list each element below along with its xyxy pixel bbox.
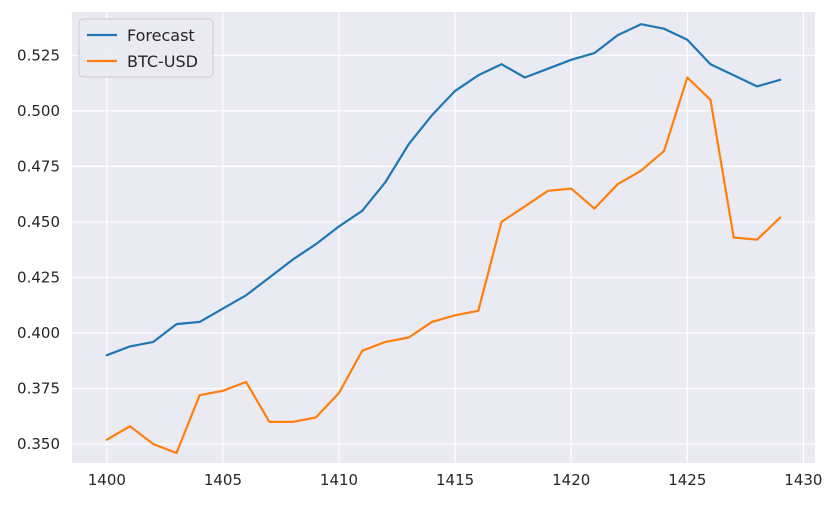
legend-label: BTC-USD — [127, 52, 198, 71]
y-tick-label: 0.375 — [17, 380, 60, 398]
plot-area — [72, 12, 815, 463]
y-axis: 0.350 0.375 0.400 0.425 0.450 0.475 0.500 0.525 — [17, 46, 60, 453]
x-tick-label: 1405 — [204, 471, 242, 489]
x-tick-label: 1430 — [784, 471, 822, 489]
y-tick-label: 0.425 — [17, 268, 60, 286]
series-line-forecast — [105, 23, 782, 357]
x-tick-label: 1410 — [320, 471, 358, 489]
y-tick-label: 0.450 — [17, 213, 60, 231]
legend: Forecast BTC-USD — [78, 18, 214, 78]
legend-box — [78, 18, 214, 78]
y-tick-label: 0.500 — [17, 102, 60, 120]
y-tick-label: 0.350 — [17, 435, 60, 453]
series-layer — [105, 23, 782, 455]
x-tick-label: 1400 — [88, 471, 126, 489]
grid-lines — [72, 12, 815, 463]
x-axis: 1400 1405 1410 1415 1420 1425 1430 — [88, 471, 823, 489]
y-tick-label: 0.400 — [17, 324, 60, 342]
y-tick-label: 0.525 — [17, 46, 60, 64]
series-line-btc-usd — [105, 76, 782, 455]
x-tick-label: 1425 — [668, 471, 706, 489]
legend-label: Forecast — [127, 26, 195, 45]
y-tick-label: 0.475 — [17, 157, 60, 175]
x-tick-label: 1420 — [552, 471, 590, 489]
x-tick-label: 1415 — [436, 471, 474, 489]
